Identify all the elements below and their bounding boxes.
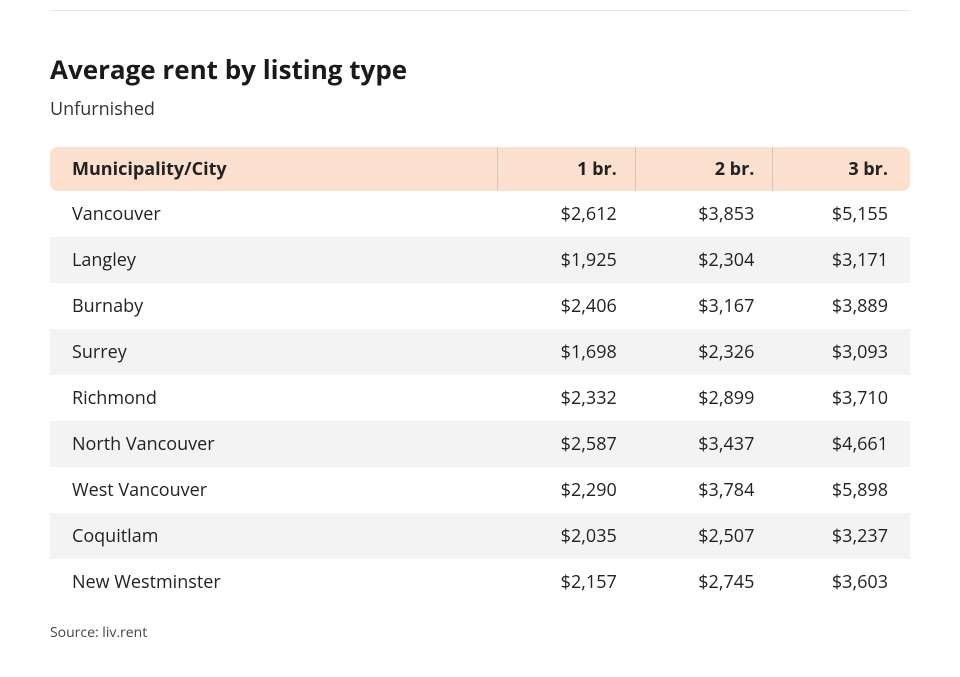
col-header-3br: 3 br.	[772, 147, 910, 191]
cell-2br: $2,326	[635, 329, 773, 375]
source-text: Source: liv.rent	[50, 623, 910, 642]
cell-city: New Westminster	[50, 559, 497, 605]
cell-1br: $1,925	[497, 237, 635, 283]
cell-1br: $2,157	[497, 559, 635, 605]
cell-3br: $3,171	[772, 237, 910, 283]
top-divider	[50, 10, 910, 11]
cell-1br: $1,698	[497, 329, 635, 375]
col-header-2br: 2 br.	[635, 147, 773, 191]
cell-1br: $2,035	[497, 513, 635, 559]
cell-3br: $3,093	[772, 329, 910, 375]
col-header-1br: 1 br.	[497, 147, 635, 191]
cell-2br: $3,437	[635, 421, 773, 467]
cell-city: Burnaby	[50, 283, 497, 329]
cell-city: North Vancouver	[50, 421, 497, 467]
cell-1br: $2,290	[497, 467, 635, 513]
cell-2br: $3,853	[635, 191, 773, 237]
cell-3br: $3,237	[772, 513, 910, 559]
cell-city: Langley	[50, 237, 497, 283]
subtitle: Unfurnished	[50, 97, 910, 121]
cell-3br: $5,898	[772, 467, 910, 513]
table-row: West Vancouver $2,290 $3,784 $5,898	[50, 467, 910, 513]
table-row: Vancouver $2,612 $3,853 $5,155	[50, 191, 910, 237]
rent-table: Municipality/City 1 br. 2 br. 3 br. Vanc…	[50, 147, 910, 605]
table-body: Vancouver $2,612 $3,853 $5,155 Langley $…	[50, 191, 910, 605]
table-row: Burnaby $2,406 $3,167 $3,889	[50, 283, 910, 329]
cell-city: Surrey	[50, 329, 497, 375]
cell-3br: $4,661	[772, 421, 910, 467]
cell-city: Coquitlam	[50, 513, 497, 559]
page-title: Average rent by listing type	[50, 51, 910, 87]
cell-2br: $2,745	[635, 559, 773, 605]
table-row: Richmond $2,332 $2,899 $3,710	[50, 375, 910, 421]
cell-2br: $2,507	[635, 513, 773, 559]
cell-city: Vancouver	[50, 191, 497, 237]
cell-city: Richmond	[50, 375, 497, 421]
table-row: New Westminster $2,157 $2,745 $3,603	[50, 559, 910, 605]
cell-1br: $2,332	[497, 375, 635, 421]
cell-1br: $2,612	[497, 191, 635, 237]
col-header-city: Municipality/City	[50, 147, 497, 191]
cell-1br: $2,406	[497, 283, 635, 329]
table-row: Coquitlam $2,035 $2,507 $3,237	[50, 513, 910, 559]
cell-city: West Vancouver	[50, 467, 497, 513]
cell-1br: $2,587	[497, 421, 635, 467]
table-row: Langley $1,925 $2,304 $3,171	[50, 237, 910, 283]
cell-3br: $3,603	[772, 559, 910, 605]
cell-3br: $3,710	[772, 375, 910, 421]
cell-2br: $2,304	[635, 237, 773, 283]
table-row: North Vancouver $2,587 $3,437 $4,661	[50, 421, 910, 467]
table-row: Surrey $1,698 $2,326 $3,093	[50, 329, 910, 375]
cell-3br: $5,155	[772, 191, 910, 237]
cell-2br: $3,167	[635, 283, 773, 329]
cell-2br: $3,784	[635, 467, 773, 513]
cell-3br: $3,889	[772, 283, 910, 329]
cell-2br: $2,899	[635, 375, 773, 421]
table-header-row: Municipality/City 1 br. 2 br. 3 br.	[50, 147, 910, 191]
